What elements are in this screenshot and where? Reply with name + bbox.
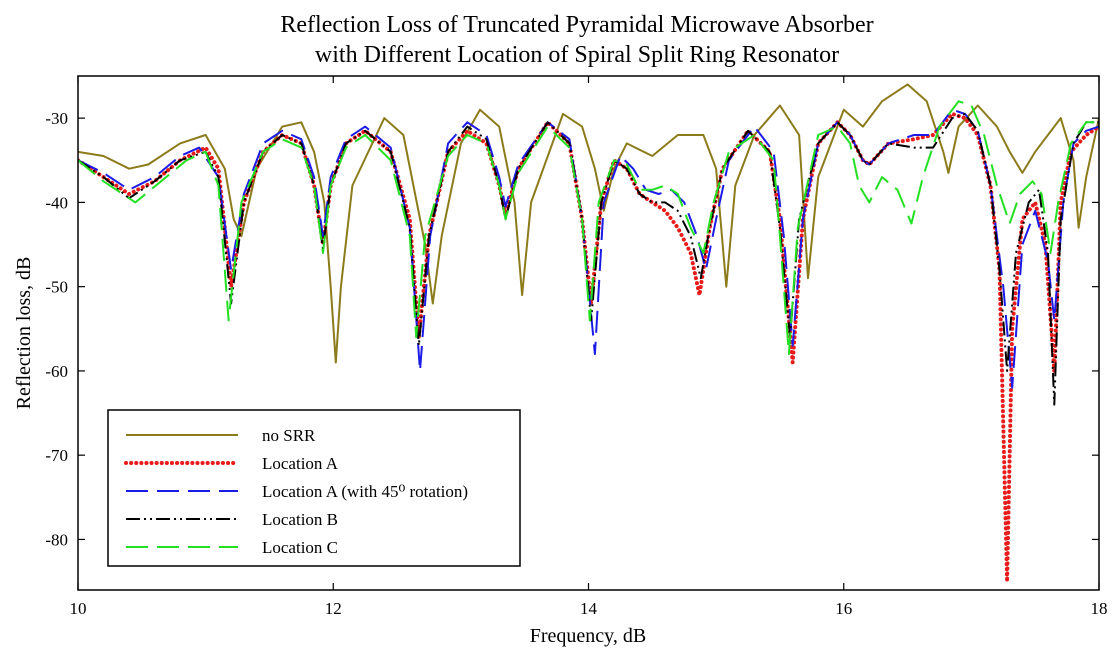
y-tick-label: -60 <box>45 362 68 381</box>
legend-label-location-c: Location C <box>262 538 338 557</box>
plot-frame <box>77 75 1100 591</box>
chart-title-line2: with Different Location of Spiral Split … <box>315 42 839 68</box>
y-axis-label: Reflection loss, dB <box>13 257 35 410</box>
y-tick-label: -50 <box>45 278 68 297</box>
legend: no SRR Location A Location A (with 45⁰ rot… <box>107 409 521 567</box>
series-line-no-srr <box>78 83 1099 364</box>
series-line-location-a-with-45-rotation <box>78 108 1099 389</box>
series-layer <box>78 83 1099 584</box>
y-tick-label: -40 <box>45 193 68 212</box>
x-tick-label: 16 <box>835 599 852 618</box>
y-tick-label: -80 <box>45 530 68 549</box>
legend-label-location-a: Location A <box>262 454 339 473</box>
x-axis-label: Frequency, dB <box>530 625 646 647</box>
legend-label-location-a-with-45-rotation: Location A (with 45⁰ rotation) <box>262 482 468 501</box>
legend-label-no-srr: no SRR <box>262 426 316 445</box>
x-tick-label: 10 <box>70 599 87 618</box>
series-line-location-b <box>78 112 1099 406</box>
x-tick-label: 18 <box>1091 599 1108 618</box>
chart-title-line1: Reflection Loss of Truncated Pyramidal M… <box>280 12 873 38</box>
series-line-location-c <box>78 100 1099 356</box>
y-tick-label: -30 <box>45 109 68 128</box>
legend-label-location-b: Location B <box>262 510 338 529</box>
ticks-layer: 10 12 14 16 18 -30 -40 -50 -60 -70 -80 <box>45 76 1108 618</box>
y-tick-label: -70 <box>45 446 68 465</box>
x-tick-label: 14 <box>580 599 598 618</box>
x-tick-label: 12 <box>325 599 342 618</box>
